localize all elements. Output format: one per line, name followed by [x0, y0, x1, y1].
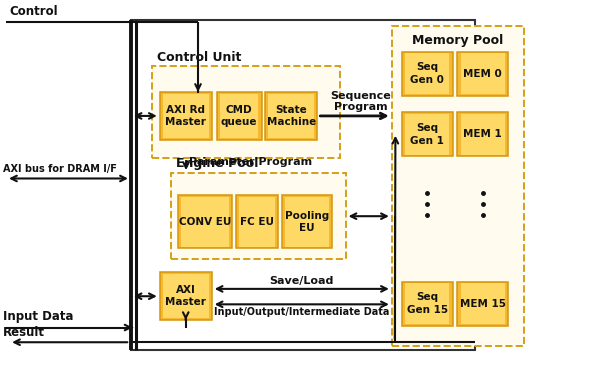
Text: Seq
Gen 1: Seq Gen 1: [410, 123, 445, 145]
Bar: [160, 272, 212, 320]
Text: Control: Control: [9, 5, 58, 18]
Text: Pooling
EU: Pooling EU: [285, 210, 329, 233]
Text: Parameter Program: Parameter Program: [189, 157, 313, 167]
Text: Input/Output/Intermediate Data: Input/Output/Intermediate Data: [214, 307, 389, 316]
Text: Control Unit: Control Unit: [157, 51, 241, 64]
Bar: [163, 274, 209, 318]
Bar: [402, 52, 453, 96]
Bar: [402, 112, 453, 156]
Bar: [178, 195, 232, 248]
Bar: [163, 94, 209, 138]
Text: State
Machine: State Machine: [266, 105, 316, 127]
Text: AXI Rd
Master: AXI Rd Master: [165, 105, 206, 127]
Bar: [131, 20, 475, 350]
Bar: [236, 195, 278, 248]
Text: Seq
Gen 15: Seq Gen 15: [407, 293, 448, 315]
Bar: [220, 94, 258, 138]
Text: FC EU: FC EU: [240, 217, 274, 227]
Bar: [239, 197, 275, 247]
Text: Memory Pool: Memory Pool: [412, 34, 503, 47]
Bar: [160, 92, 212, 140]
Bar: [457, 52, 508, 96]
Text: Engine Pool: Engine Pool: [176, 158, 258, 170]
Text: AXI bus for DRAM I/F: AXI bus for DRAM I/F: [3, 164, 117, 174]
Bar: [405, 53, 449, 94]
Bar: [285, 197, 329, 247]
Bar: [171, 173, 346, 259]
Bar: [282, 195, 332, 248]
Bar: [405, 114, 449, 155]
Bar: [405, 283, 449, 324]
Bar: [265, 92, 317, 140]
Text: Seq
Gen 0: Seq Gen 0: [410, 63, 445, 85]
Text: CMD
queue: CMD queue: [221, 105, 257, 127]
Bar: [460, 114, 505, 155]
Text: Save/Load: Save/Load: [270, 276, 334, 286]
Text: Sequence
Program: Sequence Program: [330, 91, 391, 112]
Bar: [392, 26, 524, 346]
Bar: [457, 112, 508, 156]
Text: MEM 15: MEM 15: [460, 298, 505, 309]
Bar: [460, 53, 505, 94]
Text: CONV EU: CONV EU: [179, 217, 231, 227]
Text: AXI
Master: AXI Master: [165, 285, 206, 307]
Text: Input Data: Input Data: [3, 310, 74, 323]
Bar: [152, 66, 340, 158]
Text: Result: Result: [3, 326, 45, 339]
Bar: [217, 92, 262, 140]
Bar: [181, 197, 229, 247]
Text: MEM 0: MEM 0: [463, 68, 502, 79]
Bar: [402, 282, 453, 326]
Bar: [460, 283, 505, 324]
Bar: [268, 94, 314, 138]
Text: MEM 1: MEM 1: [463, 129, 502, 139]
Bar: [457, 282, 508, 326]
